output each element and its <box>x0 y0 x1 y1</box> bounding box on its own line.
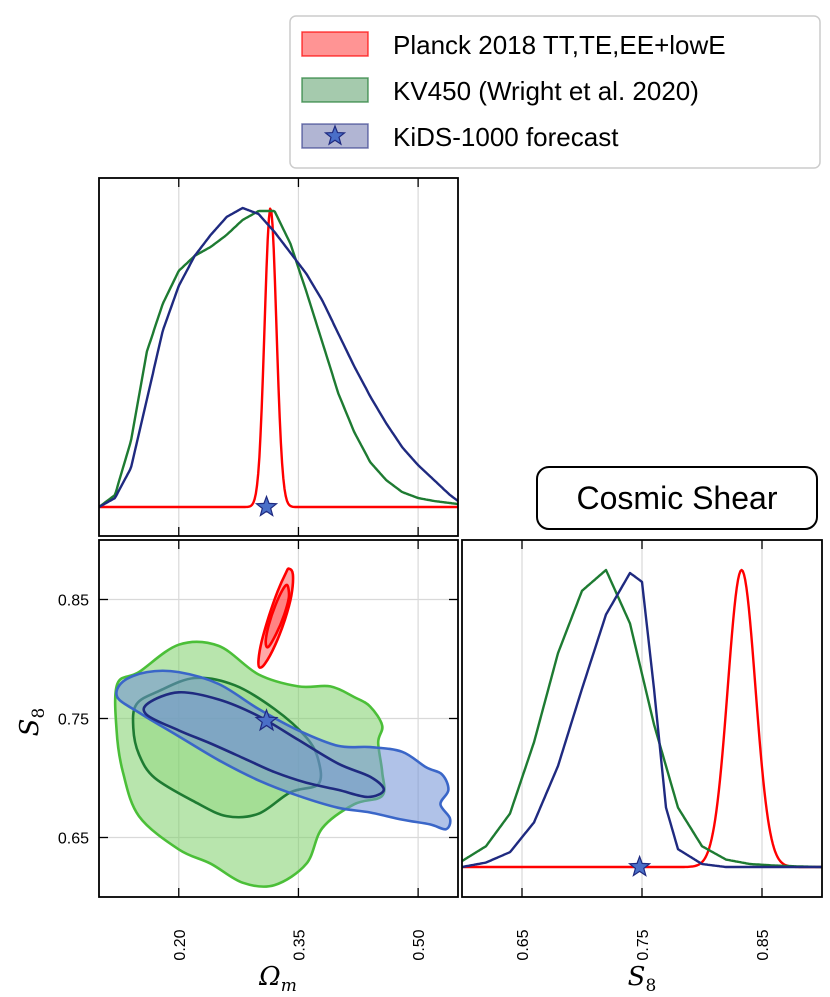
title-box: Cosmic Shear <box>536 466 818 530</box>
contour-2 <box>115 669 452 831</box>
panel-frame <box>98 177 459 537</box>
contour-5 <box>264 583 291 649</box>
omega-m-marginal-panel <box>98 177 459 537</box>
ylabel-s8: S8 <box>15 708 49 737</box>
title-box-frame <box>536 466 818 530</box>
s8-curve-2 <box>461 571 822 869</box>
omega-m-curve-1 <box>98 209 459 508</box>
s8-marginal-panel: 0.65 0.75 0.85 <box>461 539 823 961</box>
contour-3 <box>142 690 386 799</box>
title-box-label: Cosmic Shear <box>577 480 778 516</box>
xlabel-omega-m: Ωm <box>258 962 297 996</box>
s8-curve-1 <box>461 568 822 869</box>
omega-m-s8-contour-panel: 0.65 0.75 0.85 0.20 0.35 0.50 <box>58 539 459 961</box>
ytick-label: 0.75 <box>58 712 89 729</box>
fiducial-star-marker-2d <box>254 708 279 732</box>
legend-label-planck: Planck 2018 TT,TE,EE+lowE <box>393 30 726 60</box>
fiducial-star-marker-s8 <box>627 854 652 877</box>
legend-star-shape <box>323 124 347 146</box>
legend-label-kids: KiDS-1000 forecast <box>393 122 619 152</box>
legend-swatch-planck <box>301 31 369 57</box>
legend-star-icon <box>323 124 347 146</box>
xlabel-s8: S8 <box>628 962 657 996</box>
xtick-label: 0.50 <box>411 929 428 960</box>
legend-frame <box>289 15 821 169</box>
ytick-label: 0.65 <box>58 831 89 848</box>
xtick-label: 0.35 <box>291 929 308 960</box>
xtick-label: 0.20 <box>172 929 189 960</box>
xtick-label: 0.65 <box>515 929 532 960</box>
legend: Planck 2018 TT,TE,EE+lowE KV450 (Wright … <box>289 15 821 169</box>
legend-swatch-kv450 <box>301 77 369 103</box>
omega-m-curve-0 <box>99 207 458 509</box>
xtick-label: 0.75 <box>635 929 652 960</box>
xtick-label: 0.85 <box>755 929 772 960</box>
contour-group <box>113 567 452 888</box>
fiducial-star-marker <box>254 494 279 517</box>
ytick-label: 0.85 <box>58 593 89 610</box>
contour-4 <box>257 567 295 669</box>
legend-label-kv450: KV450 (Wright et al. 2020) <box>393 76 699 106</box>
omega-m-curve-2 <box>98 206 459 509</box>
